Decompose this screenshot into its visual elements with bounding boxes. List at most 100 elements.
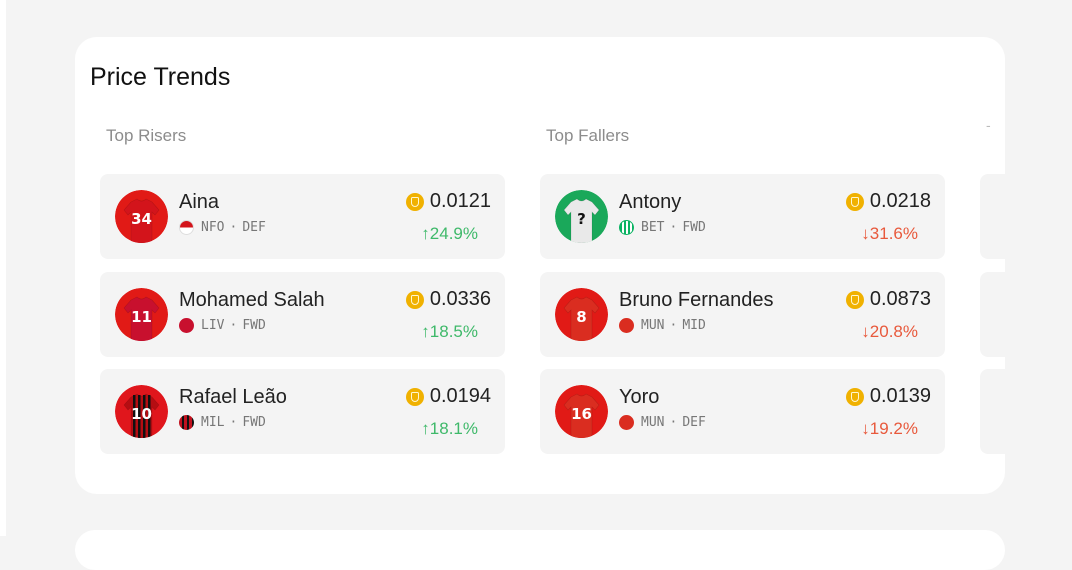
price-change-value: 31.6% bbox=[869, 224, 918, 243]
separator: · bbox=[229, 415, 238, 430]
svg-text:8: 8 bbox=[576, 308, 586, 326]
coin-icon bbox=[405, 290, 424, 309]
next-column-item[interactable] bbox=[980, 174, 1005, 259]
price-change: ↑24.9% bbox=[421, 224, 478, 244]
player-price: 0.0139 bbox=[869, 385, 931, 407]
player-meta: NFO · DEF bbox=[179, 220, 266, 235]
price-group: 0.0873 bbox=[845, 288, 931, 311]
arrow-down-icon: ↓ bbox=[861, 322, 870, 341]
club-code: MUN bbox=[641, 415, 665, 430]
club-code: MUN bbox=[641, 318, 665, 333]
player-meta: LIV · FWD bbox=[179, 318, 266, 333]
club-code: BET bbox=[641, 220, 665, 235]
player-avatar: 34 bbox=[115, 190, 168, 243]
club-code: MIL bbox=[201, 415, 225, 430]
separator: · bbox=[229, 318, 238, 333]
arrow-down-icon: ↓ bbox=[861, 419, 870, 438]
player-row[interactable]: 34 Aina NFO · DEF 0.0121 ↑24.9% bbox=[100, 174, 505, 259]
price-group: 0.0218 bbox=[845, 190, 931, 213]
price-change-value: 20.8% bbox=[869, 322, 918, 341]
player-row[interactable]: ? Antony BET · FWD 0.0218 ↓31.6% bbox=[540, 174, 945, 259]
coin-icon bbox=[845, 192, 864, 211]
next-column-item[interactable] bbox=[980, 272, 1005, 357]
player-row[interactable]: 16 Yoro MUN · DEF 0.0139 ↓19.2% bbox=[540, 369, 945, 454]
player-name: Aina bbox=[179, 191, 220, 213]
coin-icon bbox=[845, 387, 864, 406]
page-left-edge bbox=[0, 0, 6, 536]
page-title: Price Trends bbox=[90, 63, 231, 91]
price-change-value: 24.9% bbox=[429, 224, 478, 243]
next-card bbox=[75, 530, 1005, 570]
player-avatar: 8 bbox=[555, 288, 608, 341]
player-avatar: ? bbox=[555, 190, 608, 243]
price-change: ↑18.1% bbox=[421, 419, 478, 439]
price-change: ↓19.2% bbox=[861, 419, 918, 439]
club-badge-icon bbox=[619, 220, 634, 235]
risers-title: Top Risers bbox=[106, 126, 187, 145]
arrow-up-icon: ↑ bbox=[421, 322, 430, 341]
club-code: NFO bbox=[201, 220, 225, 235]
arrow-up-icon: ↑ bbox=[421, 419, 430, 438]
player-avatar: 11 bbox=[115, 288, 168, 341]
svg-text:34: 34 bbox=[131, 210, 152, 228]
price-trends-card: Price Trends Top Risers Top Fallers - 34… bbox=[75, 37, 1005, 494]
player-avatar: 16 bbox=[555, 385, 608, 438]
player-position: FWD bbox=[682, 220, 706, 235]
club-badge-icon bbox=[619, 318, 634, 333]
player-row[interactable]: 8 Bruno Fernandes MUN · MID 0.0873 ↓20.8% bbox=[540, 272, 945, 357]
player-meta: MUN · MID bbox=[619, 318, 706, 333]
player-price: 0.0873 bbox=[869, 288, 931, 310]
svg-text:11: 11 bbox=[131, 308, 152, 326]
price-change-value: 19.2% bbox=[869, 419, 918, 438]
separator: · bbox=[229, 220, 238, 235]
svg-text:10: 10 bbox=[131, 405, 152, 423]
player-price: 0.0194 bbox=[429, 385, 491, 407]
next-column-item[interactable] bbox=[980, 369, 1005, 454]
coin-icon bbox=[405, 387, 424, 406]
player-position: FWD bbox=[242, 415, 266, 430]
player-position: DEF bbox=[242, 220, 266, 235]
arrow-down-icon: ↓ bbox=[861, 224, 870, 243]
player-price: 0.0121 bbox=[429, 190, 491, 212]
price-change: ↓31.6% bbox=[861, 224, 918, 244]
price-change: ↓20.8% bbox=[861, 322, 918, 342]
player-meta: MUN · DEF bbox=[619, 415, 706, 430]
separator: · bbox=[669, 220, 678, 235]
player-position: DEF bbox=[682, 415, 706, 430]
fallers-title: Top Fallers bbox=[546, 126, 630, 145]
price-group: 0.0336 bbox=[405, 288, 491, 311]
coin-icon bbox=[845, 290, 864, 309]
next-column-label: - bbox=[986, 117, 991, 133]
player-meta: BET · FWD bbox=[619, 220, 706, 235]
arrow-up-icon: ↑ bbox=[421, 224, 430, 243]
player-name: Bruno Fernandes bbox=[619, 289, 774, 311]
club-badge-icon bbox=[619, 415, 634, 430]
player-price: 0.0336 bbox=[429, 288, 491, 310]
player-name: Mohamed Salah bbox=[179, 289, 325, 311]
price-change: ↑18.5% bbox=[421, 322, 478, 342]
club-badge-icon bbox=[179, 220, 194, 235]
club-code: LIV bbox=[201, 318, 225, 333]
club-badge-icon bbox=[179, 415, 194, 430]
player-name: Antony bbox=[619, 191, 682, 213]
svg-text:16: 16 bbox=[571, 405, 592, 423]
player-price: 0.0218 bbox=[869, 190, 931, 212]
player-avatar: 10 bbox=[115, 385, 168, 438]
price-change-value: 18.5% bbox=[429, 322, 478, 341]
svg-text:?: ? bbox=[577, 210, 586, 228]
player-position: FWD bbox=[242, 318, 266, 333]
player-row[interactable]: 11 Mohamed Salah LIV · FWD 0.0336 ↑18.5% bbox=[100, 272, 505, 357]
player-row[interactable]: 10 Rafael Leão MIL · FWD 0.0194 ↑18.1% bbox=[100, 369, 505, 454]
price-group: 0.0194 bbox=[405, 385, 491, 408]
club-badge-icon bbox=[179, 318, 194, 333]
price-group: 0.0121 bbox=[405, 190, 491, 213]
player-position: MID bbox=[682, 318, 706, 333]
player-meta: MIL · FWD bbox=[179, 415, 266, 430]
separator: · bbox=[669, 415, 678, 430]
price-change-value: 18.1% bbox=[429, 419, 478, 438]
player-name: Rafael Leão bbox=[179, 386, 287, 408]
separator: · bbox=[669, 318, 678, 333]
player-name: Yoro bbox=[619, 386, 660, 408]
coin-icon bbox=[405, 192, 424, 211]
price-group: 0.0139 bbox=[845, 385, 931, 408]
